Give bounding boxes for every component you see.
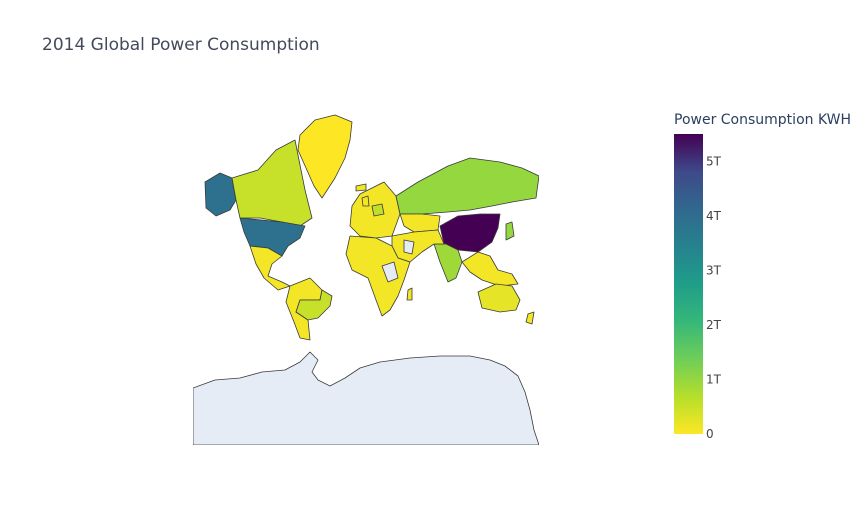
colorbar-tick-label: 2T <box>706 318 722 332</box>
country-mexico <box>249 245 291 291</box>
colorbar: Power Consumption KWH 0 1T 2T 3T 4T 5T <box>674 112 851 441</box>
country-madagascar <box>406 287 413 301</box>
colorbar-gradient <box>674 134 703 434</box>
country-new-zealand <box>525 311 535 325</box>
colorbar-tick-label: 5T <box>706 154 722 168</box>
country-iceland <box>355 183 367 192</box>
country-brazil <box>295 289 333 321</box>
colorbar-tick-label: 1T <box>706 372 722 386</box>
country-alaska <box>204 172 237 217</box>
country-africa <box>345 235 411 317</box>
country-uk <box>361 195 370 207</box>
country-germany <box>371 203 385 217</box>
chart-title: 2014 Global Power Consumption <box>42 35 320 55</box>
no-data-region-horn <box>403 239 415 255</box>
colorbar-title: Power Consumption KWH <box>674 112 851 128</box>
colorbar-tick-label: 0 <box>706 427 714 441</box>
colorbar-tick-label: 4T <box>706 209 722 223</box>
country-australia <box>477 283 521 313</box>
country-greenland <box>297 114 353 199</box>
country-india <box>433 243 463 283</box>
world-map <box>193 114 539 445</box>
country-kazakhstan <box>399 213 441 233</box>
colorbar-ticks: 0 1T 2T 3T 4T 5T <box>706 154 722 441</box>
no-data-region <box>381 261 399 283</box>
country-japan <box>505 221 515 241</box>
country-antarctica <box>193 351 539 445</box>
colorbar-tick-label: 3T <box>706 263 722 277</box>
country-russia <box>395 157 539 215</box>
country-southeast-asia <box>461 251 519 287</box>
